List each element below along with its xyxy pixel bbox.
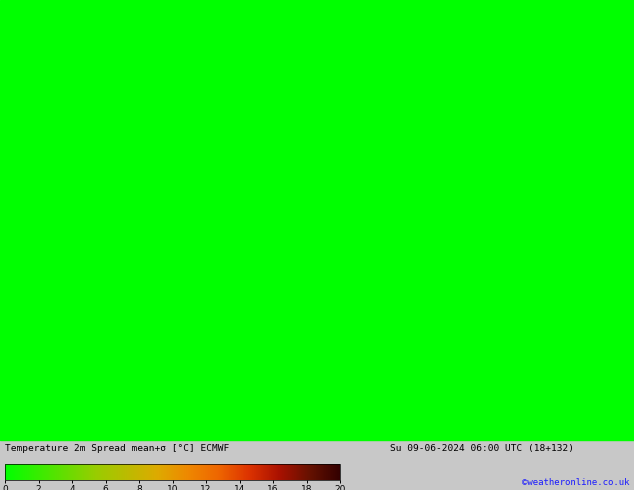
Text: Temperature 2m Spread mean+σ [°C] ECMWF: Temperature 2m Spread mean+σ [°C] ECMWF [5, 444, 230, 453]
Text: Su 09-06-2024 06:00 UTC (18+132): Su 09-06-2024 06:00 UTC (18+132) [390, 444, 574, 453]
Text: ©weatheronline.co.uk: ©weatheronline.co.uk [522, 478, 629, 487]
